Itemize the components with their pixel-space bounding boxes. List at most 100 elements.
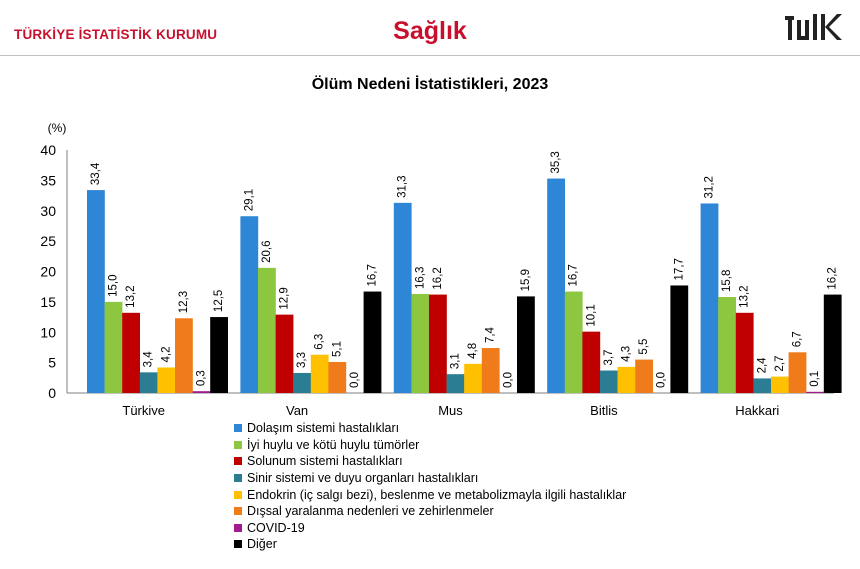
y-tick-label: 10 <box>40 324 56 340</box>
y-tick-label: 20 <box>40 264 56 280</box>
x-tick-label: Van <box>286 403 308 415</box>
bar <box>517 296 535 393</box>
bar <box>87 190 105 393</box>
data-label: 4,8 <box>467 343 479 359</box>
legend-item: Dolaşım sistemi hastalıkları <box>234 420 626 437</box>
data-label: 4,3 <box>621 346 633 362</box>
data-label: 29,1 <box>243 189 255 211</box>
data-label: 0,1 <box>809 371 821 387</box>
bar <box>446 374 465 393</box>
data-label: 12,9 <box>279 287 291 309</box>
legend-swatch <box>234 523 242 532</box>
data-label: 33,4 <box>90 162 102 185</box>
bar <box>788 352 807 393</box>
legend-label: Dışsal yaralanma nedenleri ve zehirlenme… <box>247 504 494 519</box>
bar <box>363 291 382 393</box>
legend-item: Dışsal yaralanma nedenleri ve zehirlenme… <box>234 503 626 520</box>
data-label: 2,7 <box>774 356 786 372</box>
bar-chart: (%) 0 5 10 15 20 25 30 35 40 33,4 15,0 13,2 3,4 4,2 12,… <box>40 121 842 415</box>
legend-label: Endokrin (iç salgı bezi), beslenme ve me… <box>247 487 627 502</box>
data-label: 12,3 <box>178 291 190 313</box>
data-label: 15,9 <box>520 269 532 291</box>
bar <box>258 267 276 393</box>
data-label: 17,7 <box>673 258 685 280</box>
legend-item: Diğer <box>234 536 626 553</box>
data-label: 3,1 <box>450 353 462 369</box>
bar <box>481 348 500 393</box>
x-tick-label: Hakkari <box>735 403 779 415</box>
y-axis-label: (%) <box>48 121 67 135</box>
y-tick-label: 30 <box>40 203 56 219</box>
data-label: 16,2 <box>432 267 444 289</box>
y-tick-label: 40 <box>40 142 56 158</box>
bar <box>806 391 824 393</box>
x-tick-label: Muş <box>438 403 463 415</box>
bar <box>293 372 311 393</box>
x-tick-label: Türkiye <box>122 403 165 415</box>
bar <box>735 312 754 393</box>
legend-item: İyi huylu ve kötü huylu tümörler <box>234 437 626 454</box>
bar <box>139 372 158 393</box>
bar <box>122 312 140 393</box>
bar <box>429 294 447 393</box>
data-label: 6,7 <box>792 331 804 347</box>
legend-item: Sinir sistemi ve duyu organları hastalık… <box>234 470 626 487</box>
data-label: 31,2 <box>704 176 716 198</box>
data-label: 0,3 <box>196 370 208 386</box>
bar <box>157 367 176 393</box>
bar <box>240 216 259 393</box>
legend-swatch <box>234 540 242 549</box>
bar <box>104 301 123 393</box>
legend-swatch <box>234 424 242 433</box>
data-label: 16,3 <box>414 267 426 289</box>
legend: Dolaşım sistemi hastalıkları İyi huylu ve… <box>234 420 626 553</box>
legend-label: İyi huylu ve kötü huylu tümörler <box>247 437 420 452</box>
bar <box>700 203 719 393</box>
bar <box>393 202 412 393</box>
y-tick-label: 25 <box>40 233 56 249</box>
bar <box>718 297 736 393</box>
header-divider <box>0 55 860 56</box>
data-label: 13,2 <box>739 285 751 307</box>
data-label: 20,6 <box>261 240 273 262</box>
bar <box>210 317 228 393</box>
data-label: 7,4 <box>485 326 497 343</box>
legend-swatch <box>234 474 242 483</box>
bar <box>617 366 636 393</box>
data-label: 2,4 <box>756 357 768 374</box>
data-label: 3,3 <box>296 352 308 368</box>
chart-title: Ölüm Nedeni İstatistikleri, 2023 <box>311 76 549 93</box>
data-label: 15,0 <box>108 274 120 296</box>
legend-swatch <box>234 490 242 499</box>
bar <box>564 291 583 393</box>
page-title: Sağlık <box>393 17 467 45</box>
bar <box>771 376 789 393</box>
bar <box>753 378 772 393</box>
bar <box>582 331 601 393</box>
legend-label: Sinir sistemi ve duyu organları hastalık… <box>247 471 479 486</box>
data-label: 3,7 <box>603 350 615 366</box>
bar <box>635 359 653 393</box>
organization-name: TÜRKİYE İSTATİSTİK KURUMU <box>14 27 218 42</box>
data-label: 0,0 <box>502 372 514 388</box>
bar <box>670 285 689 393</box>
legend-label: Diğer <box>247 537 277 552</box>
tuik-logo <box>785 14 842 40</box>
y-tick-label: 5 <box>48 355 56 371</box>
y-tick-label: 0 <box>48 385 56 401</box>
data-label: 5,5 <box>638 339 650 355</box>
legend-label: Solunum sistemi hastalıkları <box>247 454 403 469</box>
bar <box>600 370 618 393</box>
legend-item: Solunum sistemi hastalıkları <box>234 453 626 470</box>
data-label: 13,2 <box>125 285 137 307</box>
data-label: 6,3 <box>314 334 326 350</box>
legend-item: Endokrin (iç salgı bezi), beslenme ve me… <box>234 486 626 503</box>
bar <box>275 314 294 393</box>
data-label: 31,3 <box>397 175 409 197</box>
data-label: 4,2 <box>160 346 172 362</box>
bar <box>411 293 430 393</box>
legend-item: COVID-19 <box>234 520 626 537</box>
data-label: 16,2 <box>827 267 839 289</box>
legend-label: Dolaşım sistemi hastalıkları <box>247 421 400 436</box>
bar <box>310 354 329 393</box>
